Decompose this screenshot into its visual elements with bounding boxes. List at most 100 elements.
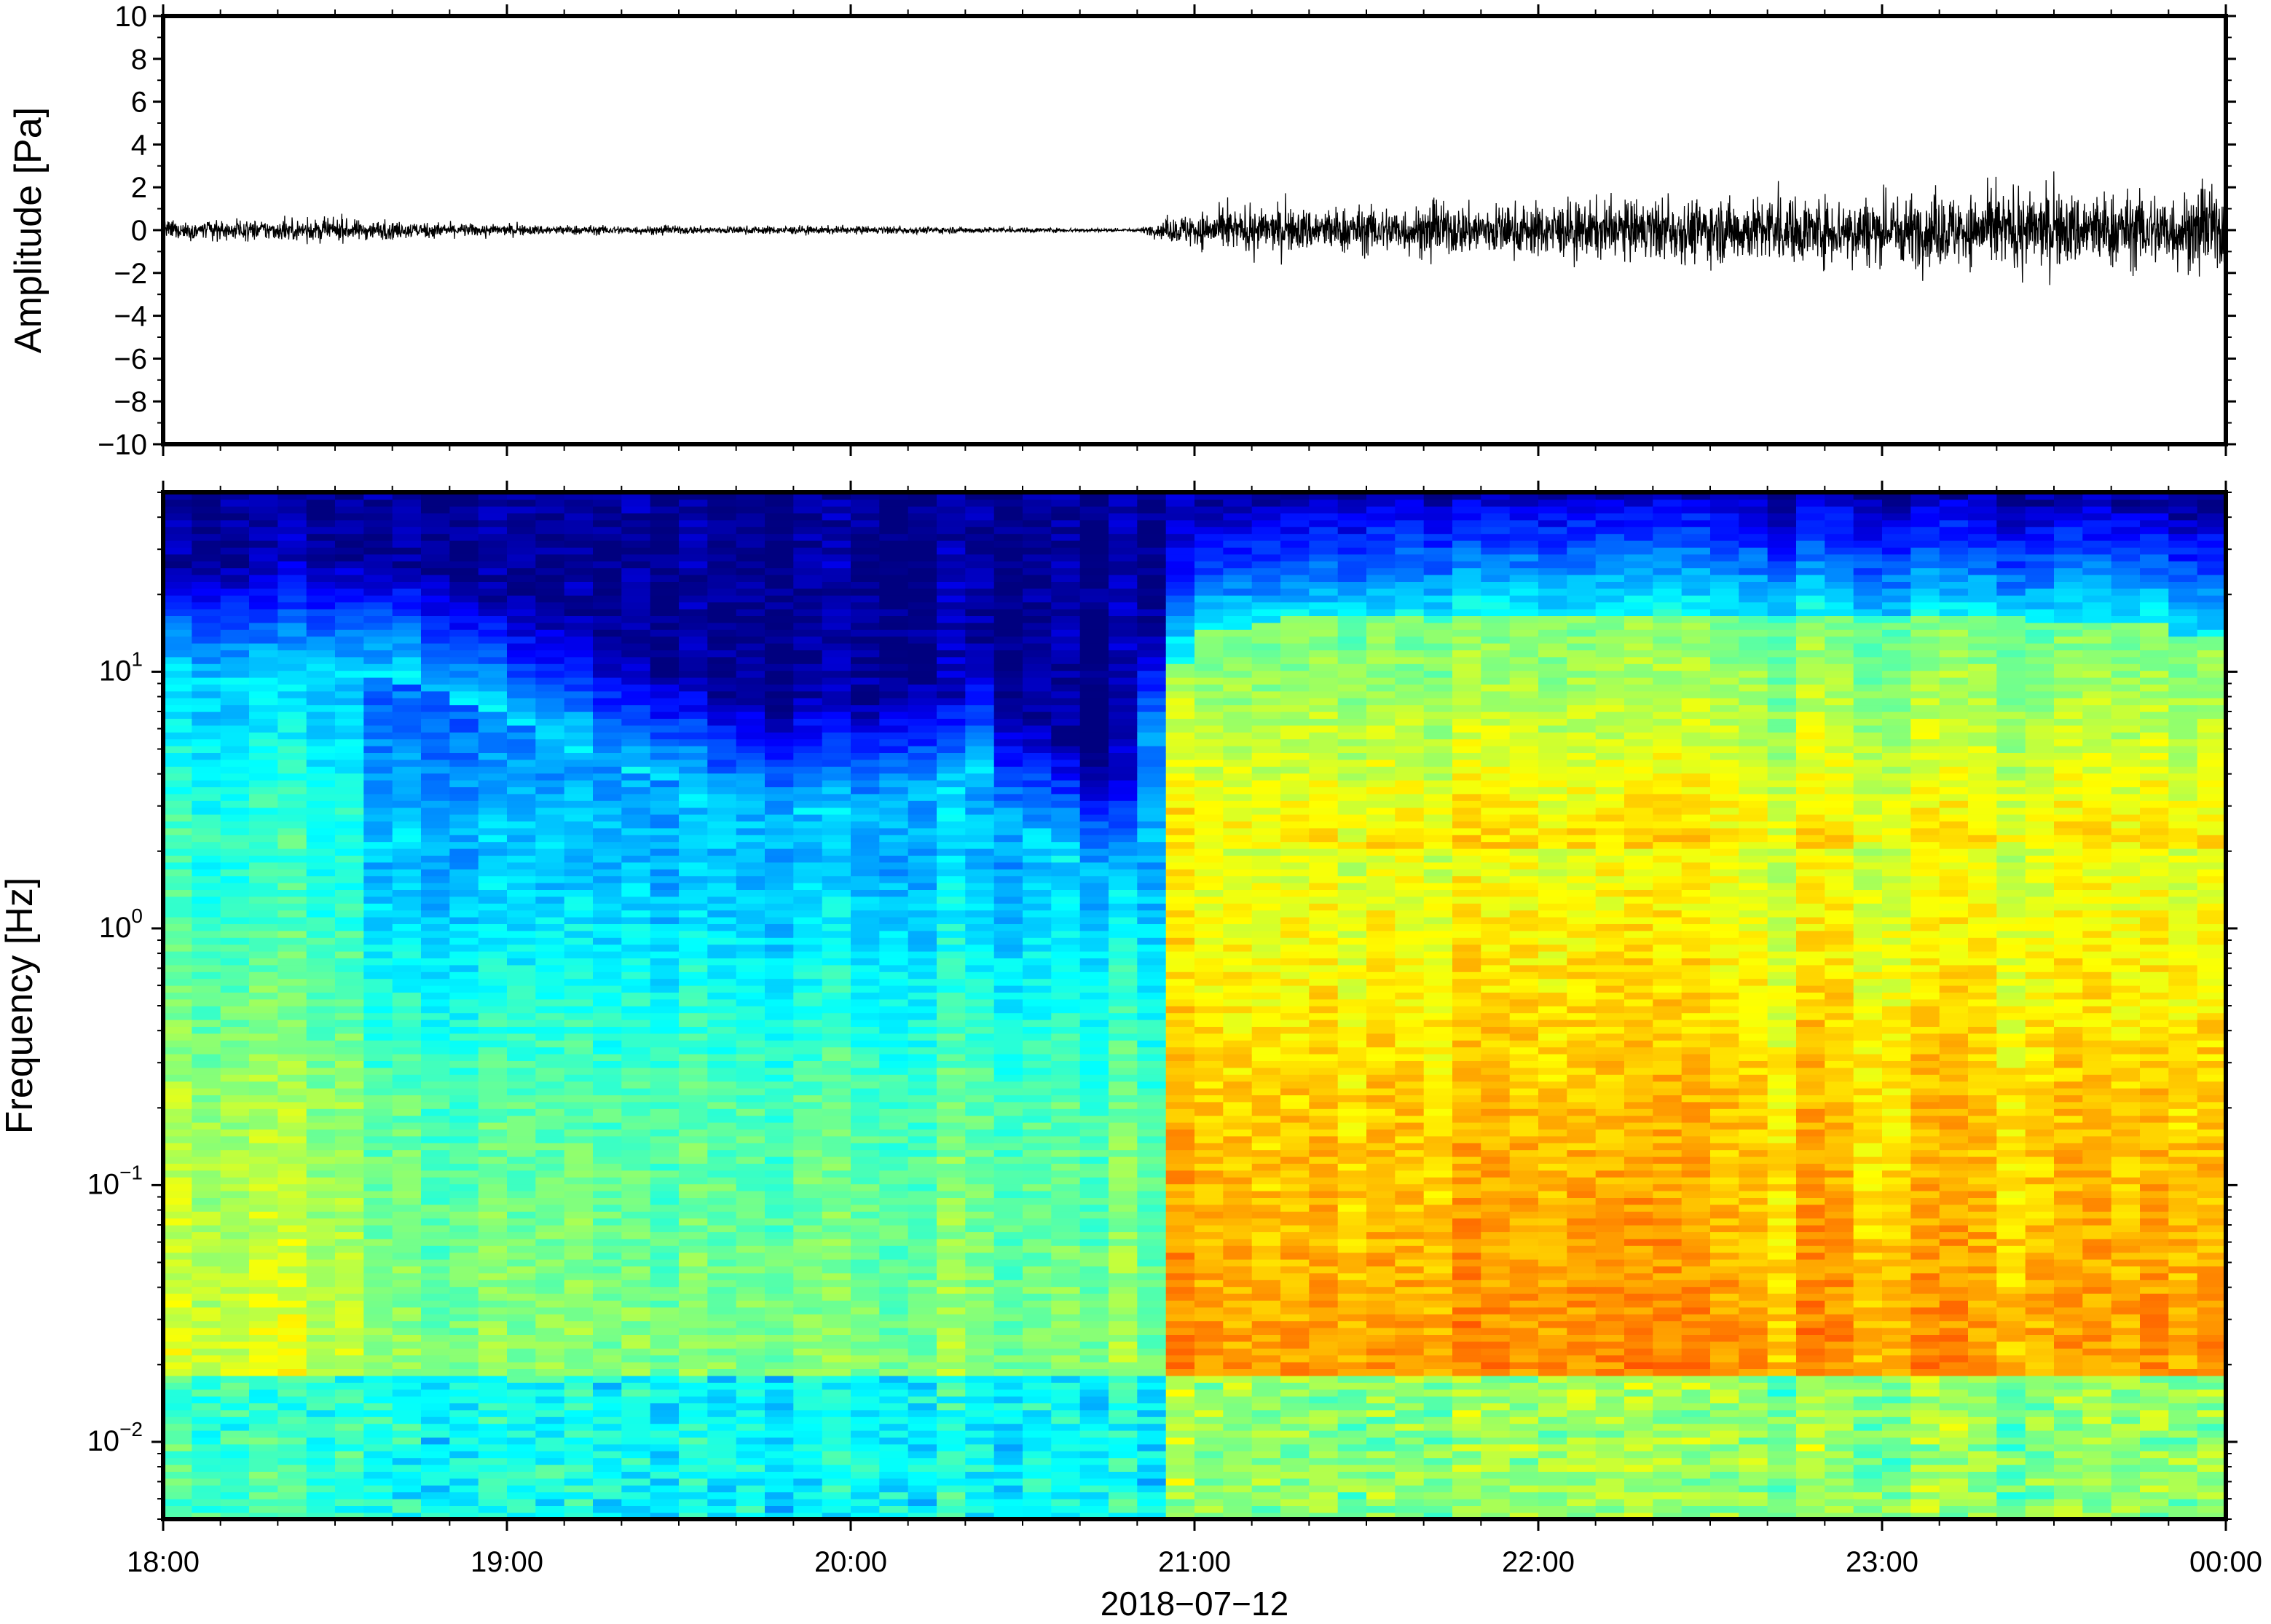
spectrogram-cell <box>1079 1348 1109 1356</box>
spectrogram-cell <box>822 971 851 979</box>
spectrogram-cell <box>707 1081 737 1089</box>
spectrogram-cell <box>363 718 393 726</box>
spectrogram-cell <box>1079 1170 1109 1178</box>
spectrogram-cell <box>478 1409 508 1417</box>
spectrogram-cell <box>593 1395 623 1403</box>
spectrogram-cell <box>1023 862 1052 870</box>
spectrogram-cell <box>851 711 881 719</box>
spectrogram-cell <box>937 622 967 630</box>
spectrogram-cell <box>851 513 881 521</box>
spectrogram-cell <box>564 1095 594 1103</box>
spectrogram-cell <box>1051 1067 1081 1075</box>
spectrogram-cell <box>593 950 623 958</box>
spectrogram-cell <box>965 1135 995 1143</box>
spectrogram-cell <box>535 1300 565 1308</box>
spectrogram-cell <box>593 978 623 986</box>
spectrogram-cell <box>1023 964 1052 972</box>
spectrogram-cell <box>478 1314 508 1322</box>
spectrogram-cell <box>965 1368 995 1376</box>
spectrogram-cell <box>822 800 851 808</box>
spectrogram-cell <box>621 1280 651 1288</box>
spectrogram-cell <box>392 827 422 835</box>
spectrogram-cell <box>392 595 422 603</box>
spectrogram-cell <box>851 663 881 671</box>
spectrogram-cell <box>993 1060 1023 1068</box>
spectrogram-cell <box>249 1087 279 1095</box>
spectrogram-cell <box>879 800 909 808</box>
spectrogram-cell <box>965 1101 995 1109</box>
spectrogram-cell <box>1079 1163 1109 1171</box>
spectrogram-cell <box>851 937 881 945</box>
spectrogram-cell <box>249 1334 279 1342</box>
spectrogram-cell <box>736 752 765 760</box>
spectrogram-cell <box>335 499 365 507</box>
spectrogram-cell <box>1051 1368 1081 1376</box>
spectrogram-cell <box>507 916 537 924</box>
spectrogram-cell <box>851 1348 881 1356</box>
spectrogram-cell <box>908 1095 937 1103</box>
spectrogram-cell <box>650 1491 680 1499</box>
spectrogram-cell <box>650 848 680 856</box>
spectrogram-cell <box>937 677 967 685</box>
spectrogram-cell <box>535 684 565 692</box>
spectrogram-cell <box>564 1252 594 1260</box>
spectrogram-cell <box>965 1457 995 1465</box>
spectrogram-cell <box>278 1478 307 1486</box>
spectrogram-cell <box>822 1026 851 1034</box>
spectrogram-cell <box>507 650 537 658</box>
spectrogram-cell <box>993 998 1023 1006</box>
spectrogram-cell <box>449 862 479 870</box>
spectrogram-cell <box>965 1177 995 1185</box>
spectrogram-cell <box>564 992 594 1000</box>
spectrogram-cell <box>1023 1266 1052 1274</box>
spectrogram-cell <box>736 567 765 575</box>
spectrogram-cell <box>765 1040 795 1048</box>
spectrogram-cell <box>1023 698 1052 706</box>
spectrogram-cell <box>363 841 393 849</box>
spectrogram-cell <box>278 1512 307 1519</box>
spectrogram-cell <box>1023 1238 1052 1246</box>
spectrogram-cell <box>937 1204 967 1212</box>
spectrogram-cell <box>965 602 995 610</box>
spectrogram-cell <box>793 670 823 678</box>
spectrogram-cell <box>679 1074 709 1082</box>
spectrogram-cell <box>306 1204 336 1212</box>
spectrogram-cell <box>908 1361 937 1369</box>
spectrogram-cell <box>851 923 881 931</box>
spectrogram-cell <box>163 1163 193 1171</box>
spectrogram-cell <box>363 1505 393 1513</box>
spectrogram-cell <box>306 718 336 726</box>
spectrogram-cell <box>478 985 508 993</box>
spectrogram-cell <box>449 711 479 719</box>
spectrogram-cell <box>993 1368 1023 1376</box>
spectrogram-cell <box>478 1108 508 1116</box>
spectrogram-cell <box>220 1423 250 1431</box>
spectrogram-cell <box>593 1471 623 1479</box>
spectrogram-cell <box>1051 1327 1081 1335</box>
spectrogram-cell <box>363 704 393 712</box>
spectrogram-cell <box>736 1095 765 1103</box>
spectrogram-cell <box>278 581 307 589</box>
spectrogram-cell <box>421 677 451 685</box>
spectrogram-cell <box>679 773 709 781</box>
spectrogram-cell <box>822 636 851 644</box>
spectrogram-cell <box>908 1224 937 1232</box>
spectrogram-cell <box>163 690 193 698</box>
spectrogram-cell <box>908 1122 937 1130</box>
spectrogram-cell <box>879 813 909 821</box>
spectrogram-cell <box>478 1074 508 1082</box>
spectrogram-cell <box>478 1457 508 1465</box>
spectrogram-cell <box>306 1498 336 1506</box>
spectrogram-cell <box>621 1293 651 1301</box>
spectrogram-cell <box>163 807 193 815</box>
spectrogram-cell <box>507 1314 537 1322</box>
spectrogram-cell <box>478 684 508 692</box>
spectrogram-cell <box>707 602 737 610</box>
spectrogram-cell <box>535 793 565 801</box>
spectrogram-cell <box>937 1348 967 1356</box>
spectrogram-cell <box>993 1457 1023 1465</box>
spectrogram-cell <box>851 896 881 904</box>
spectrogram-cell <box>908 1382 937 1390</box>
spectrogram-cell <box>306 1074 336 1082</box>
spectrogram-cell <box>335 1423 365 1431</box>
